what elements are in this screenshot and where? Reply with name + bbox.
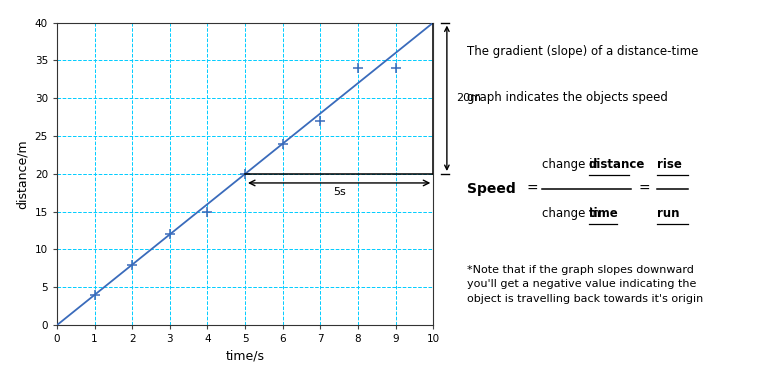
Text: =: = bbox=[526, 182, 538, 196]
Text: =: = bbox=[638, 182, 651, 196]
Point bbox=[163, 231, 176, 237]
Text: 20m: 20m bbox=[456, 93, 481, 103]
Text: *Note that if the graph slopes downward
you'll get a negative value indicating t: *Note that if the graph slopes downward … bbox=[467, 265, 704, 304]
Text: distance: distance bbox=[589, 158, 645, 171]
Point bbox=[389, 65, 401, 71]
Text: rise: rise bbox=[657, 158, 682, 171]
Point bbox=[239, 171, 251, 177]
Text: graph indicates the objects speed: graph indicates the objects speed bbox=[467, 91, 668, 104]
Text: 5s: 5s bbox=[333, 187, 346, 197]
Text: change in: change in bbox=[542, 207, 603, 220]
Text: time: time bbox=[589, 207, 619, 220]
Y-axis label: distance/m: distance/m bbox=[16, 139, 29, 209]
Text: Speed: Speed bbox=[467, 182, 516, 196]
Point bbox=[277, 141, 289, 147]
Point bbox=[126, 262, 138, 268]
Text: The gradient (slope) of a distance-time: The gradient (slope) of a distance-time bbox=[467, 45, 698, 58]
Text: run: run bbox=[657, 207, 680, 220]
Point bbox=[88, 292, 100, 298]
Point bbox=[314, 118, 326, 124]
Text: change in: change in bbox=[542, 158, 603, 171]
X-axis label: time/s: time/s bbox=[226, 350, 264, 363]
Point bbox=[352, 65, 364, 71]
Point bbox=[201, 209, 214, 215]
